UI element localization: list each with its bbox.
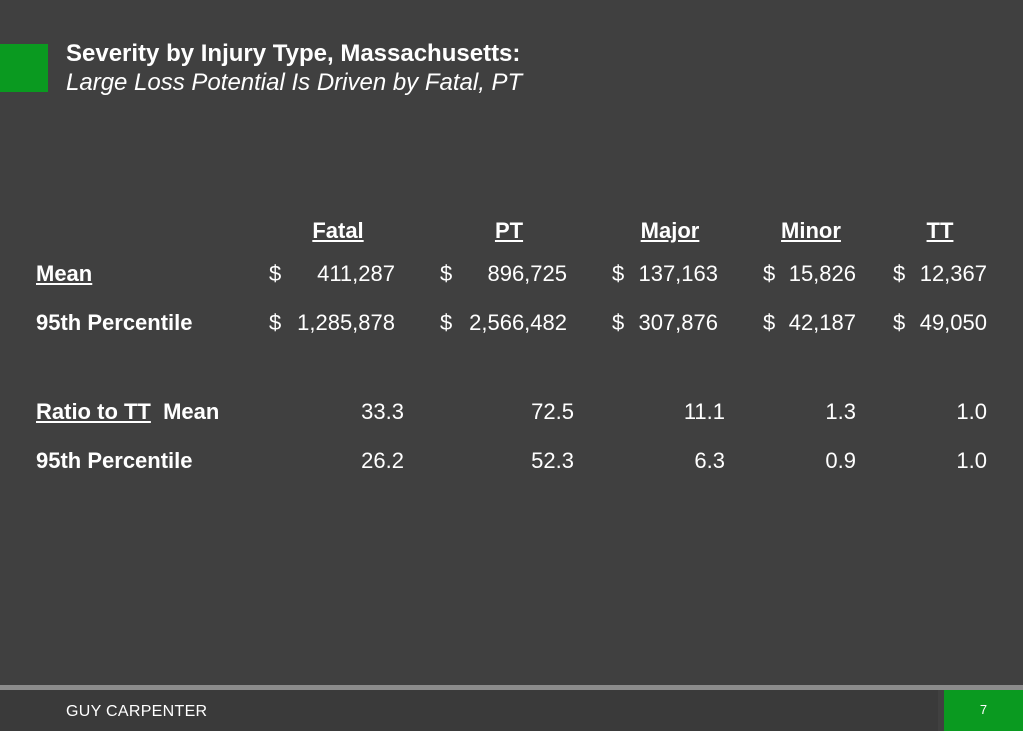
row-label-ratio-95th-percentile: 95th Percentile [36, 448, 193, 473]
cell-ratio-p95-pt: 52.3 [531, 448, 574, 473]
cell-ratio-mean-fatal: 33.3 [361, 399, 404, 424]
currency-symbol: $ [440, 261, 453, 286]
cell-mean-tt: $ 12,367 [893, 260, 987, 288]
cell-value: 137,163 [638, 261, 718, 286]
cell-ratio-p95-minor: 0.9 [825, 448, 856, 473]
cell-value: 49,050 [919, 310, 987, 335]
mean-label-text: Mean [36, 261, 93, 286]
cell-ratio-mean-pt: 72.5 [531, 399, 574, 424]
column-header-tt: TT [926, 218, 954, 243]
currency-symbol: $ [763, 261, 776, 286]
cell-p95-minor: $ 42,187 [763, 309, 856, 337]
footer-divider [0, 685, 1023, 690]
cell-value: 2,566,482 [469, 310, 567, 335]
slide-subtitle: Large Loss Potential Is Driven by Fatal,… [66, 69, 523, 96]
cell-ratio-mean-minor: 1.3 [825, 399, 856, 424]
slide-title: Severity by Injury Type, Massachusetts: [66, 40, 521, 67]
cell-p95-pt: $ 2,566,482 [440, 309, 567, 337]
footer-company-name: GUY CARPENTER [66, 703, 208, 720]
cell-mean-pt: $ 896,725 [440, 260, 567, 288]
cell-mean-minor: $ 15,826 [763, 260, 856, 288]
cell-ratio-p95-major: 6.3 [694, 448, 725, 473]
cell-p95-tt: $ 49,050 [893, 309, 987, 337]
cell-mean-fatal: $ 411,287 [269, 260, 395, 288]
cell-ratio-p95-tt: 1.0 [956, 448, 987, 473]
currency-symbol: $ [440, 310, 453, 335]
row-label-ratio-mean: Ratio to TT Mean [36, 398, 219, 426]
currency-symbol: $ [893, 261, 906, 286]
column-header-fatal: Fatal [312, 218, 364, 243]
cell-value: 42,187 [788, 310, 856, 335]
currency-symbol: $ [612, 310, 625, 335]
currency-symbol: $ [893, 310, 906, 335]
column-header-major: Major [640, 218, 700, 243]
column-header-pt: PT [494, 218, 524, 243]
row-label-95th-percentile: 95th Percentile [36, 310, 193, 335]
footer-bar [0, 690, 938, 731]
row-label-mean: Mean [36, 260, 92, 288]
cell-p95-major: $ 307,876 [612, 309, 718, 337]
cell-value: 12,367 [919, 261, 987, 286]
ratio-to-tt-label: Ratio to TT [36, 399, 151, 424]
cell-value: 896,725 [487, 261, 567, 286]
ratio-mean-label: Mean [163, 399, 220, 424]
currency-symbol: $ [763, 310, 776, 335]
page-number-box [944, 690, 1023, 731]
cell-ratio-mean-major: 11.1 [683, 399, 725, 424]
cell-value: 307,876 [638, 310, 718, 335]
cell-p95-fatal: $ 1,285,878 [269, 309, 395, 337]
cell-value: 1,285,878 [297, 310, 395, 335]
cell-value: 411,287 [317, 261, 395, 286]
currency-symbol: $ [269, 310, 282, 335]
cell-ratio-p95-fatal: 26.2 [361, 448, 404, 473]
cell-ratio-mean-tt: 1.0 [956, 399, 987, 424]
title-accent-square [0, 44, 48, 92]
cell-value: 15,826 [788, 261, 856, 286]
currency-symbol: $ [612, 261, 625, 286]
page-number: 7 [979, 702, 988, 717]
column-header-minor: Minor [781, 218, 841, 243]
cell-mean-major: $ 137,163 [612, 260, 718, 288]
currency-symbol: $ [269, 261, 282, 286]
